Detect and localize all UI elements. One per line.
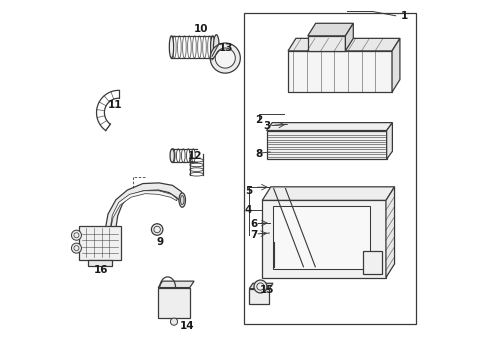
Circle shape <box>72 230 81 240</box>
Ellipse shape <box>214 35 219 59</box>
Polygon shape <box>308 23 353 36</box>
Polygon shape <box>345 23 353 51</box>
Polygon shape <box>262 187 394 201</box>
Polygon shape <box>386 187 394 278</box>
Text: 9: 9 <box>156 237 163 247</box>
Text: 13: 13 <box>219 43 234 53</box>
Circle shape <box>74 246 79 251</box>
Polygon shape <box>363 251 382 274</box>
Ellipse shape <box>179 193 186 207</box>
Ellipse shape <box>170 36 173 58</box>
Polygon shape <box>109 191 177 251</box>
Polygon shape <box>262 201 386 278</box>
Polygon shape <box>387 123 392 159</box>
Polygon shape <box>79 226 121 260</box>
Circle shape <box>72 243 81 253</box>
Circle shape <box>74 233 79 238</box>
Polygon shape <box>273 206 370 269</box>
Polygon shape <box>249 289 270 305</box>
Text: 10: 10 <box>194 24 209 35</box>
Text: 4: 4 <box>245 206 252 216</box>
Text: 3: 3 <box>264 121 271 131</box>
Text: 6: 6 <box>250 219 257 229</box>
Polygon shape <box>267 131 387 159</box>
Polygon shape <box>288 39 400 51</box>
Polygon shape <box>267 123 392 131</box>
Text: 8: 8 <box>255 149 262 159</box>
Polygon shape <box>288 51 392 92</box>
Text: 14: 14 <box>180 321 194 331</box>
Polygon shape <box>392 39 400 92</box>
Ellipse shape <box>211 36 215 58</box>
Polygon shape <box>103 183 184 258</box>
Text: 11: 11 <box>108 100 122 110</box>
Text: 16: 16 <box>94 265 109 275</box>
Polygon shape <box>158 281 194 288</box>
Circle shape <box>154 226 160 233</box>
Circle shape <box>254 280 267 293</box>
Ellipse shape <box>170 149 174 162</box>
Polygon shape <box>88 260 112 266</box>
Text: 7: 7 <box>250 230 257 239</box>
Text: 5: 5 <box>245 186 252 197</box>
Text: 2: 2 <box>255 115 262 125</box>
Text: 12: 12 <box>188 150 203 161</box>
Text: 1: 1 <box>401 11 408 21</box>
Circle shape <box>257 283 264 290</box>
Circle shape <box>171 318 177 325</box>
Ellipse shape <box>180 195 184 204</box>
Polygon shape <box>249 283 273 289</box>
Circle shape <box>151 224 163 235</box>
Circle shape <box>210 43 240 73</box>
Text: 15: 15 <box>260 285 274 296</box>
Polygon shape <box>158 288 190 318</box>
Circle shape <box>215 48 235 68</box>
Polygon shape <box>308 36 345 51</box>
